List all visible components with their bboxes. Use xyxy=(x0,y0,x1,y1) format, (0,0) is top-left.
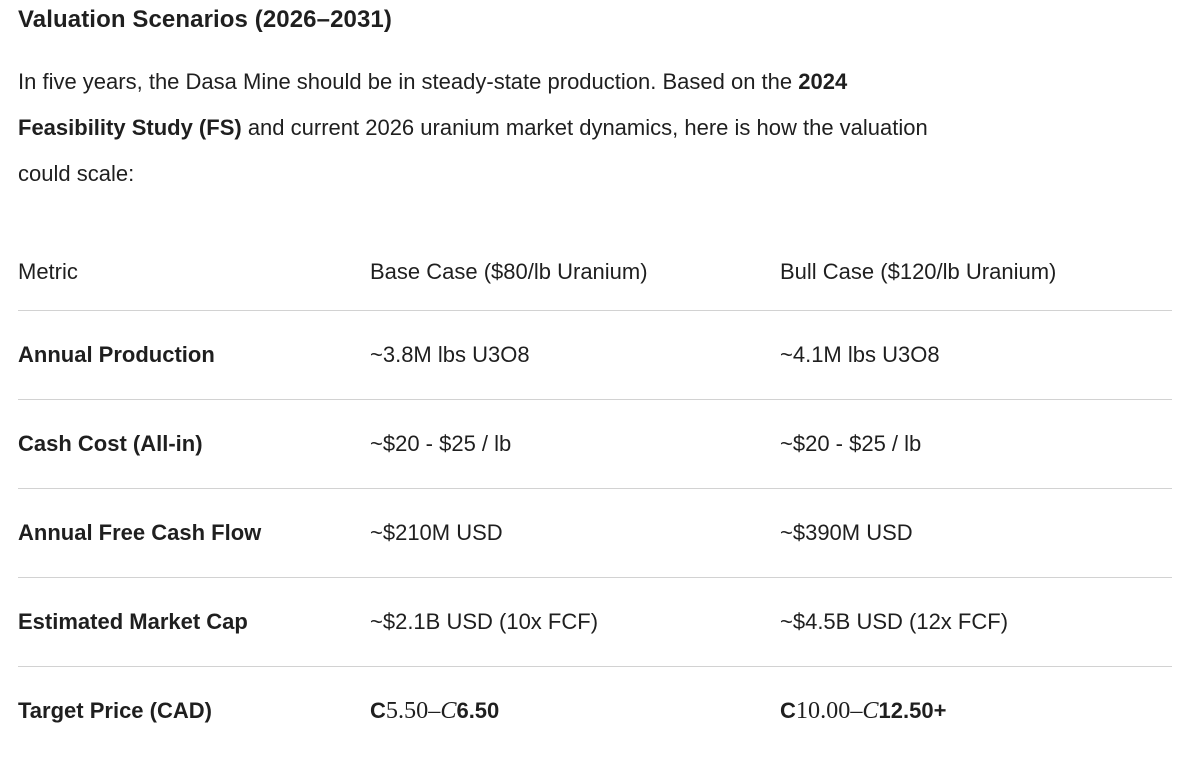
base-case-cell: ~$210M USD xyxy=(370,488,780,578)
table-row: Annual Production ~3.8M lbs U3O8 ~4.1M lbs… xyxy=(18,310,1172,400)
text-segment: ~3.8M lbs U3O8 xyxy=(370,341,530,367)
bull-case-cell: ~$390M USD xyxy=(780,488,1172,578)
metric-cell: Cash Cost (All-in) xyxy=(18,399,370,489)
metric-cell: Annual Production xyxy=(18,310,370,400)
paragraph-line: In five years, the Dasa Mine should be i… xyxy=(18,59,1172,105)
text-segment: In five years, the Dasa Mine should be i… xyxy=(18,69,799,94)
metric-cell: Annual Free Cash Flow xyxy=(18,488,370,578)
bull-case-cell: ~$4.5B USD (12x FCF) xyxy=(780,577,1172,667)
column-header: Base Case ($80/lb Uranium) xyxy=(370,234,780,311)
column-header: Metric xyxy=(18,234,370,311)
bull-case-cell: ~4.1M lbs U3O8 xyxy=(780,310,1172,400)
table-row: Annual Free Cash Flow ~$210M USD ~$390M US… xyxy=(18,488,1172,578)
base-case-cell: ~$20 - $25 / lb xyxy=(370,399,780,489)
column-header: Bull Case ($120/lb Uranium) xyxy=(780,234,1172,311)
text-segment: 10.00– xyxy=(795,696,863,724)
text-segment: 2024 xyxy=(798,69,848,94)
text-segment: C xyxy=(370,697,386,723)
text-segment: ~$390M USD xyxy=(780,519,913,545)
text-segment: and current 2026 uranium market dynamics… xyxy=(241,115,928,140)
text-segment: C xyxy=(440,696,457,724)
text-segment: C xyxy=(780,697,796,723)
paragraph-line: could scale: xyxy=(18,151,1172,197)
text-segment: 6.50 xyxy=(456,697,500,723)
table-row: Target Price (CAD) C5.50–C6.50 C10.00–C12.… xyxy=(18,666,1172,755)
metric-cell: Target Price (CAD) xyxy=(18,697,212,723)
text-segment: ~$210M USD xyxy=(370,519,503,545)
text-segment: could scale: xyxy=(18,161,135,186)
table-row: Estimated Market Cap ~$2.1B USD (10x FCF)… xyxy=(18,577,1172,667)
intro-paragraph: In five years, the Dasa Mine should be i… xyxy=(18,59,1172,197)
base-case-cell: ~$2.1B USD (10x FCF) xyxy=(370,577,780,667)
page-title: Valuation Scenarios (2026–2031) xyxy=(18,6,392,33)
text-segment: C xyxy=(862,696,879,724)
bull-case-cell: ~$20 - $25 / lb xyxy=(780,399,1172,489)
valuation-table: Metric Base Case ($80/lb Uranium) Bull Cas… xyxy=(18,234,1172,755)
text-segment: ~$20 - $25 / lb xyxy=(780,430,922,456)
text-segment: ~$20 - $25 / lb xyxy=(370,430,512,456)
text-segment: ~4.1M lbs U3O8 xyxy=(780,341,940,367)
text-segment: ~$4.5B USD (12x FCF) xyxy=(780,608,1009,634)
metric-cell: Estimated Market Cap xyxy=(18,577,370,667)
paragraph-line: Feasibility Study (FS) and current 2026 … xyxy=(18,105,1172,151)
table-row: Cash Cost (All-in) ~$20 - $25 / lb ~$20 - … xyxy=(18,399,1172,489)
base-case-cell: ~3.8M lbs U3O8 xyxy=(370,310,780,400)
bull-case-cell: C10.00–C12.50+ xyxy=(780,666,1172,755)
table-header-row: Metric Base Case ($80/lb Uranium) Bull Cas… xyxy=(18,234,1172,311)
text-segment: 5.50– xyxy=(385,696,441,724)
text-segment: ~$2.1B USD (10x FCF) xyxy=(370,608,599,634)
text-segment: Feasibility Study (FS) xyxy=(18,115,242,140)
text-segment: 12.50+ xyxy=(878,697,947,723)
base-case-cell: C5.50–C6.50 xyxy=(370,666,780,755)
